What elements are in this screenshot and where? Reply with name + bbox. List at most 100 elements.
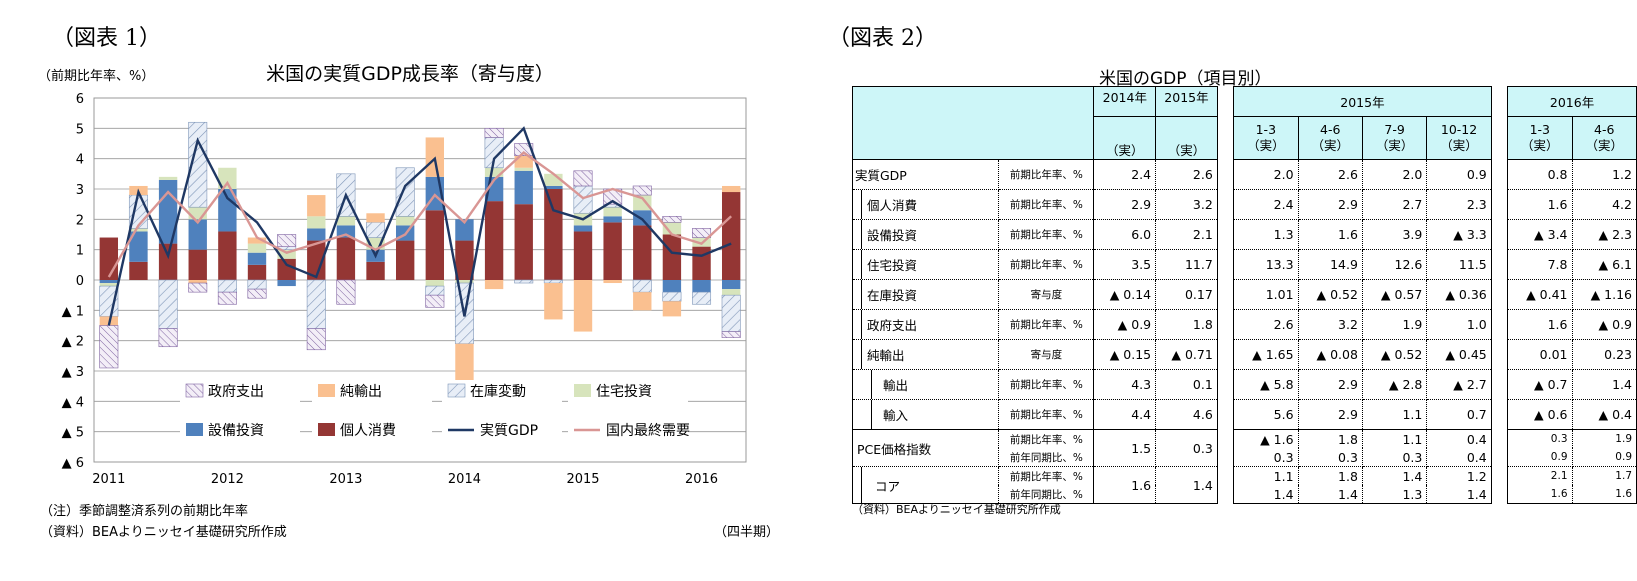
value-cell: 11.5 xyxy=(1426,249,1492,280)
value-cell: 0.9 xyxy=(1507,448,1573,467)
bar-segment xyxy=(277,258,296,280)
value-cell: 1.01 xyxy=(1233,279,1299,310)
value-cell: ▲ 1.16 xyxy=(1572,279,1637,310)
header-group-2015: 2015年 xyxy=(1233,86,1492,117)
bar-segment xyxy=(662,234,682,280)
legend-label: 設備投資 xyxy=(208,423,264,439)
bar-segment xyxy=(455,219,474,241)
header-2014: 2014年 xyxy=(1093,86,1157,117)
bar-segment xyxy=(514,143,534,156)
bar-segment xyxy=(99,237,119,280)
bar-segment xyxy=(662,301,682,317)
y-tick-label: ▲ 4 xyxy=(62,395,84,410)
bar-segment xyxy=(484,128,504,138)
bar-segment xyxy=(633,225,652,280)
row-unit: 前期比年率、% xyxy=(998,399,1095,430)
bar-segment xyxy=(603,216,622,223)
bar-segment xyxy=(484,280,504,290)
value-cell: ▲ 0.7 xyxy=(1507,369,1573,400)
bar-segment xyxy=(603,280,622,284)
bar-segment xyxy=(307,228,326,241)
table-row: 純輸出 寄与度 ▲ 0.15 ▲ 0.71 ▲ 1.65 ▲ 0.08 ▲ 0.52 ▲ 0.… xyxy=(851,339,1637,370)
row-unit: 前期比年率、% xyxy=(998,159,1095,190)
value-cell: 0.3 xyxy=(1362,448,1428,467)
value-cell: 11.7 xyxy=(1155,249,1218,280)
bar-segment xyxy=(307,240,326,280)
value-cell: 1.6 xyxy=(1298,219,1363,250)
value-cell: ▲ 2.3 xyxy=(1572,219,1637,250)
legend-bg xyxy=(312,380,432,402)
value-cell: 4.4 xyxy=(1093,399,1157,430)
value-cell: ▲ 0.52 xyxy=(1298,279,1363,310)
bar-segment xyxy=(218,231,237,280)
row-label: 在庫投資 xyxy=(851,279,1000,310)
bar-segment xyxy=(336,237,356,280)
value-cell: 1.6 xyxy=(1507,309,1573,340)
header-quarter: 4-6 （実） xyxy=(1297,116,1363,160)
bar-segment xyxy=(129,228,148,232)
bar-segment xyxy=(544,189,563,280)
legend-label: 在庫変動 xyxy=(470,383,526,400)
value-cell: 1.4 xyxy=(1572,369,1637,400)
value-cell: ▲ 0.45 xyxy=(1426,339,1492,370)
value-cell: 4.6 xyxy=(1155,399,1218,430)
value-cell: 1.4 xyxy=(1155,466,1218,504)
value-cell: ▲ 6.1 xyxy=(1572,249,1637,280)
quarter-jitsu: （実） xyxy=(1521,138,1559,153)
value-cell: ▲ 0.6 xyxy=(1507,399,1573,430)
bar-segment xyxy=(514,204,533,280)
table-row: 設備投資 前期比年率、% 6.0 2.1 1.3 1.6 3.9 ▲ 3.3 ▲ 3.4 ▲ 2.… xyxy=(851,219,1637,250)
value-cell: ▲ 0.4 xyxy=(1572,399,1637,430)
table-row: 在庫投資 寄与度 ▲ 0.14 0.17 1.01 ▲ 0.52 ▲ 0.57 ▲ 0.36 ▲… xyxy=(851,279,1637,310)
bar-segment xyxy=(158,279,178,329)
table-title: 米国のGDP（項目別） xyxy=(1099,69,1272,89)
value-cell: 1.1 xyxy=(1362,429,1428,448)
value-cell: 1.4 xyxy=(1426,485,1492,504)
row-unit: 前期比年率、% xyxy=(998,249,1095,280)
value-cell: 0.01 xyxy=(1507,339,1573,370)
bar-segment xyxy=(218,167,237,189)
x-tick-label: 2015 xyxy=(566,472,599,487)
bar-segment xyxy=(158,328,178,348)
y-tick-label: ▲ 5 xyxy=(62,426,84,441)
legend-label: 国内最終需要 xyxy=(606,423,690,439)
bar-segment xyxy=(395,240,415,280)
value-cell: 0.9 xyxy=(1426,159,1492,190)
bar-segment xyxy=(662,280,682,293)
legend-bg xyxy=(442,380,562,402)
legend-swatch xyxy=(318,384,335,397)
quarter-jitsu: （実） xyxy=(1440,138,1478,153)
bar-segment xyxy=(306,279,326,329)
row-label: 個人消費 xyxy=(851,189,1000,220)
bar-segment xyxy=(425,210,445,280)
bar-segment xyxy=(692,228,712,238)
value-cell: 2.9 xyxy=(1093,189,1157,220)
note-source: （資料）BEAよりニッセイ基礎研究所作成 xyxy=(40,525,287,540)
value-cell: ▲ 0.15 xyxy=(1093,339,1157,370)
legend-bg xyxy=(180,419,300,441)
value-cell: 2.9 xyxy=(1298,189,1363,220)
header-group-2016: 2016年 xyxy=(1507,86,1637,117)
bar-segment xyxy=(692,280,711,293)
x-tick-label: 2011 xyxy=(92,472,125,487)
bar-segment xyxy=(662,216,682,223)
value-cell: 2.9 xyxy=(1298,399,1363,430)
x-tick-label: 2013 xyxy=(329,472,362,487)
bar-segment xyxy=(217,291,237,305)
value-cell: ▲ 0.14 xyxy=(1093,279,1157,310)
legend-swatch xyxy=(447,383,466,398)
bar-segment xyxy=(603,222,622,280)
value-cell: 1.6 xyxy=(1507,189,1573,220)
row-unit: 前期比年率、% xyxy=(998,219,1095,250)
legend-label: 住宅投資 xyxy=(596,384,652,400)
bar-segment xyxy=(455,343,474,381)
legend-bg xyxy=(442,419,562,441)
row-unit: 前期比年率、% xyxy=(998,429,1095,448)
quarter-label: 4-6 xyxy=(1320,122,1341,137)
bar-segment xyxy=(662,222,682,235)
legend-bg xyxy=(568,419,688,441)
row-unit: 前期比年率、% xyxy=(998,369,1095,400)
header-jitsu-2015: （実） xyxy=(1155,116,1218,160)
value-cell: 0.7 xyxy=(1426,399,1492,430)
row-label: 政府支出 xyxy=(851,309,1000,340)
